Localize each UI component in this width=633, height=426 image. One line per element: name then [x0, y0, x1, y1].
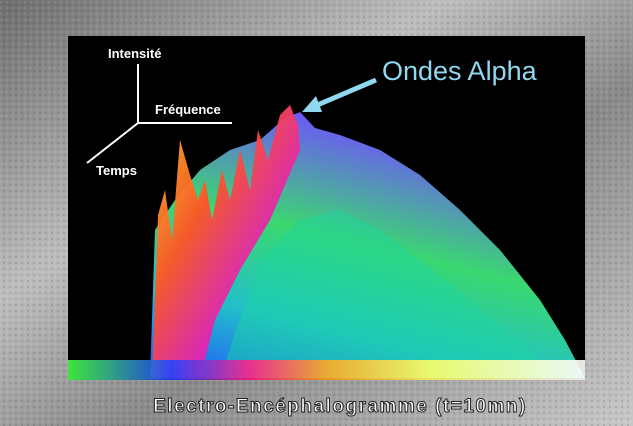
- caption: Electro-Encéphalogramme (t=10mn): [153, 396, 527, 417]
- surface-base: [68, 360, 585, 380]
- axis-label: Intensité: [108, 46, 161, 61]
- annotation: Ondes Alpha: [382, 56, 538, 86]
- axis-time: [86, 122, 139, 164]
- surface-ridges: [220, 210, 560, 378]
- axis-label: Fréquence: [155, 102, 221, 117]
- arrow: [314, 77, 377, 109]
- arrow-head: [302, 96, 322, 112]
- surface-peaks: [152, 105, 300, 378]
- axis-label: Temps: [96, 163, 137, 178]
- axes: [86, 64, 232, 164]
